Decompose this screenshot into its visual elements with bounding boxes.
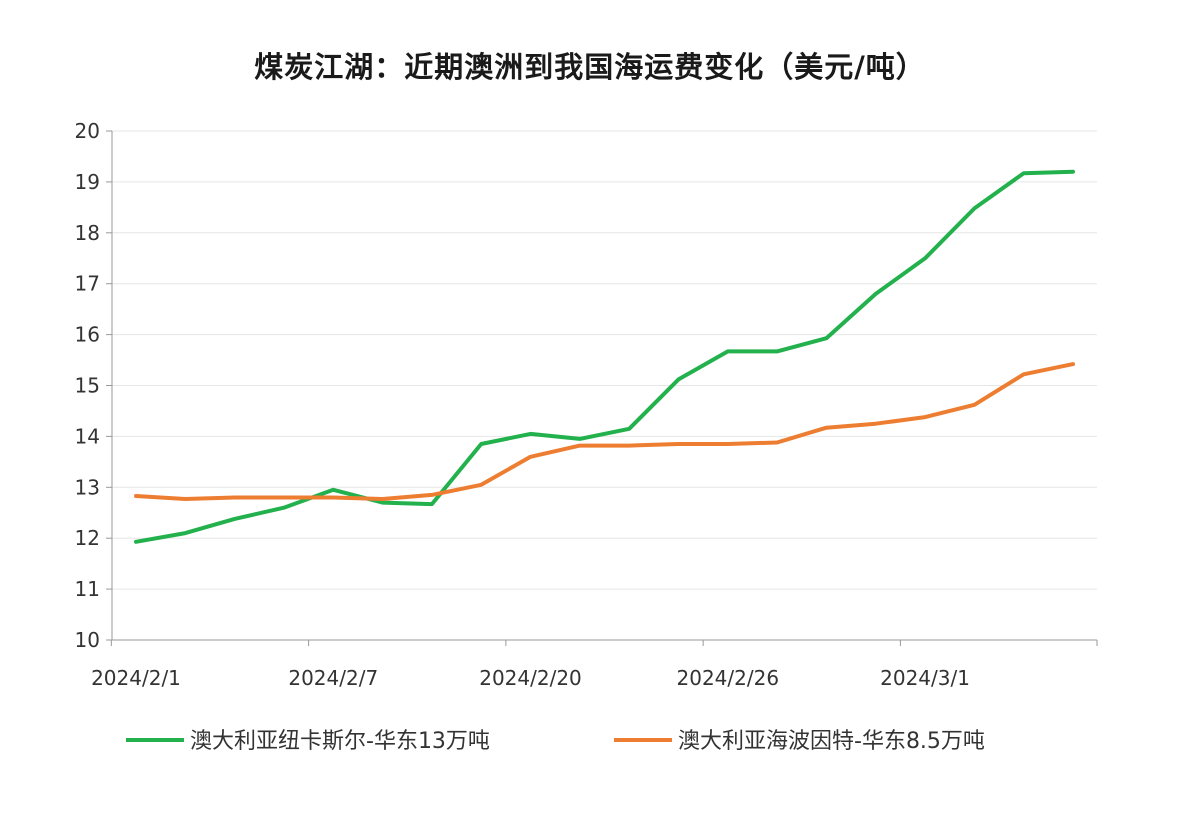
x-tick-label: 2024/3/1 (880, 666, 970, 690)
legend-label-2: 澳大利亚海波因特-华东8.5万吨 (678, 729, 985, 754)
legend: 澳大利亚纽卡斯尔-华东13万吨 澳大利亚海波因特-华东8.5万吨 (126, 729, 985, 754)
legend-label-1: 澳大利亚纽卡斯尔-华东13万吨 (190, 729, 490, 754)
series-lines (134, 169, 1075, 544)
y-tick-label: 19 (75, 170, 100, 194)
x-tick-label: 2024/2/26 (677, 666, 780, 690)
y-tick-label: 12 (75, 526, 100, 550)
y-tick-label: 11 (75, 577, 100, 601)
x-tick-label: 2024/2/1 (91, 666, 181, 690)
x-tick-label: 2024/2/7 (288, 666, 378, 690)
y-tick-label: 17 (75, 272, 100, 296)
y-tick-label: 14 (75, 424, 100, 448)
chart-title: 煤炭江湖：近期澳洲到我国海运费变化（美元/吨） (254, 50, 926, 84)
series-line-2 (134, 362, 1075, 501)
gridlines (112, 130, 1097, 590)
x-tick-label: 2024/2/20 (479, 666, 582, 690)
y-tick-label: 15 (75, 374, 100, 398)
y-tick-label: 20 (75, 119, 100, 143)
axes: 10 11 12 13 14 15 16 17 18 19 20 2024/2/1 2024/2/7 20… (75, 119, 1098, 690)
y-tick-label: 18 (75, 221, 100, 245)
y-tick-label: 16 (75, 323, 100, 347)
y-tick-label: 13 (75, 475, 100, 499)
series-line-1 (134, 169, 1075, 544)
y-tick-label: 10 (75, 628, 100, 652)
